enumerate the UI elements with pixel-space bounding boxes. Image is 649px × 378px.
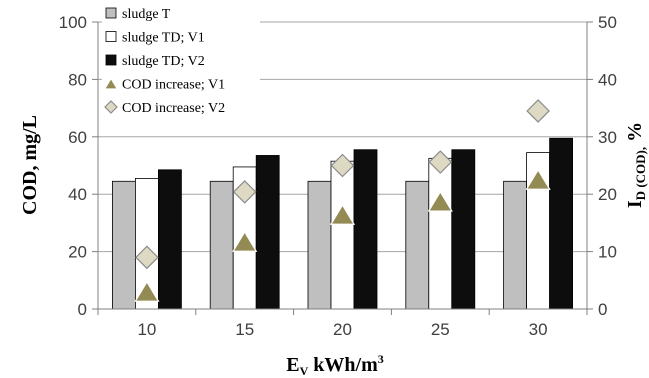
y2-tick-label: 0 bbox=[598, 300, 607, 319]
marker-triangle bbox=[525, 168, 551, 190]
legend: sludge T sludge TD; V1 sludge TD; V2 COD in… bbox=[102, 4, 260, 126]
x-tick-label: 25 bbox=[431, 320, 450, 339]
y-tick-label: 0 bbox=[78, 300, 87, 319]
x-tick-label: 10 bbox=[137, 320, 156, 339]
marker-triangle bbox=[329, 203, 356, 225]
legend-label: COD increase; V1 bbox=[122, 78, 225, 93]
legend-label: sludge TD; V2 bbox=[122, 54, 205, 69]
marker-triangle bbox=[134, 280, 160, 302]
x-axis-title-main: E bbox=[286, 354, 299, 376]
axes bbox=[92, 21, 593, 315]
y2-tick-label: 10 bbox=[598, 243, 617, 262]
bar bbox=[255, 155, 280, 310]
y-axis-tick-labels: 0 20 40 60 80 100 bbox=[59, 13, 87, 319]
y-tick-label: 60 bbox=[68, 128, 87, 147]
y-tick-label: 40 bbox=[68, 185, 87, 204]
marker-diamond bbox=[428, 150, 453, 174]
marker-diamond bbox=[104, 100, 118, 114]
y2-tick-label: 40 bbox=[598, 70, 617, 89]
x-axis-title-sub: V bbox=[300, 364, 309, 378]
legend-swatch bbox=[105, 31, 117, 42]
bar bbox=[209, 180, 234, 310]
bar bbox=[353, 149, 378, 310]
marker-diamond bbox=[526, 99, 550, 123]
legend-label: sludge TD; V1 bbox=[122, 31, 205, 46]
x-axis-title-sup: 3 bbox=[378, 352, 384, 366]
marker-triangle bbox=[427, 190, 453, 212]
legend-box bbox=[102, 4, 260, 126]
y-tick-label: 80 bbox=[68, 70, 87, 89]
marker-triangle bbox=[232, 230, 258, 252]
x-tick-label: 15 bbox=[235, 320, 254, 339]
bar bbox=[405, 180, 430, 310]
y2-tick-label: 50 bbox=[598, 13, 617, 32]
x-axis-title-rest: kWh/m bbox=[308, 354, 378, 376]
y-tick-label: 100 bbox=[59, 13, 87, 32]
bar bbox=[157, 169, 182, 310]
y2-tick-label: 30 bbox=[598, 128, 617, 147]
y2-axis-title-main: I bbox=[624, 200, 646, 208]
bar bbox=[307, 180, 332, 310]
marker-diamond bbox=[135, 245, 159, 270]
x-axis-tick-labels: 10 15 20 25 30 bbox=[137, 320, 547, 339]
y2-axis-tick-labels: 0 10 20 30 40 50 bbox=[598, 13, 617, 319]
x-axis-title: EV kWh/m3 bbox=[286, 352, 383, 378]
bar bbox=[112, 180, 136, 310]
bar bbox=[451, 149, 476, 310]
bar bbox=[428, 157, 453, 310]
y-axis-title: COD, mg/L bbox=[19, 115, 41, 215]
bar bbox=[549, 137, 573, 310]
legend-label: sludge T bbox=[122, 7, 171, 22]
markers bbox=[134, 99, 551, 302]
y2-axis-title-rest: % bbox=[624, 122, 646, 147]
y2-axis-title-sub: D (COD), bbox=[633, 147, 648, 200]
legend-swatch bbox=[105, 7, 117, 19]
legend-label: COD increase; V2 bbox=[122, 101, 225, 116]
marker-diamond bbox=[232, 180, 257, 204]
y-tick-label: 20 bbox=[68, 243, 87, 262]
legend-swatch bbox=[105, 54, 117, 66]
y2-tick-label: 20 bbox=[598, 185, 617, 204]
x-tick-label: 20 bbox=[333, 320, 352, 339]
marker-triangle bbox=[103, 77, 119, 90]
bar bbox=[503, 180, 528, 310]
marker-diamond bbox=[330, 153, 355, 178]
y2-axis-title: ID (COD), % bbox=[624, 122, 648, 208]
bar bbox=[330, 160, 355, 310]
x-tick-label: 30 bbox=[529, 320, 548, 339]
